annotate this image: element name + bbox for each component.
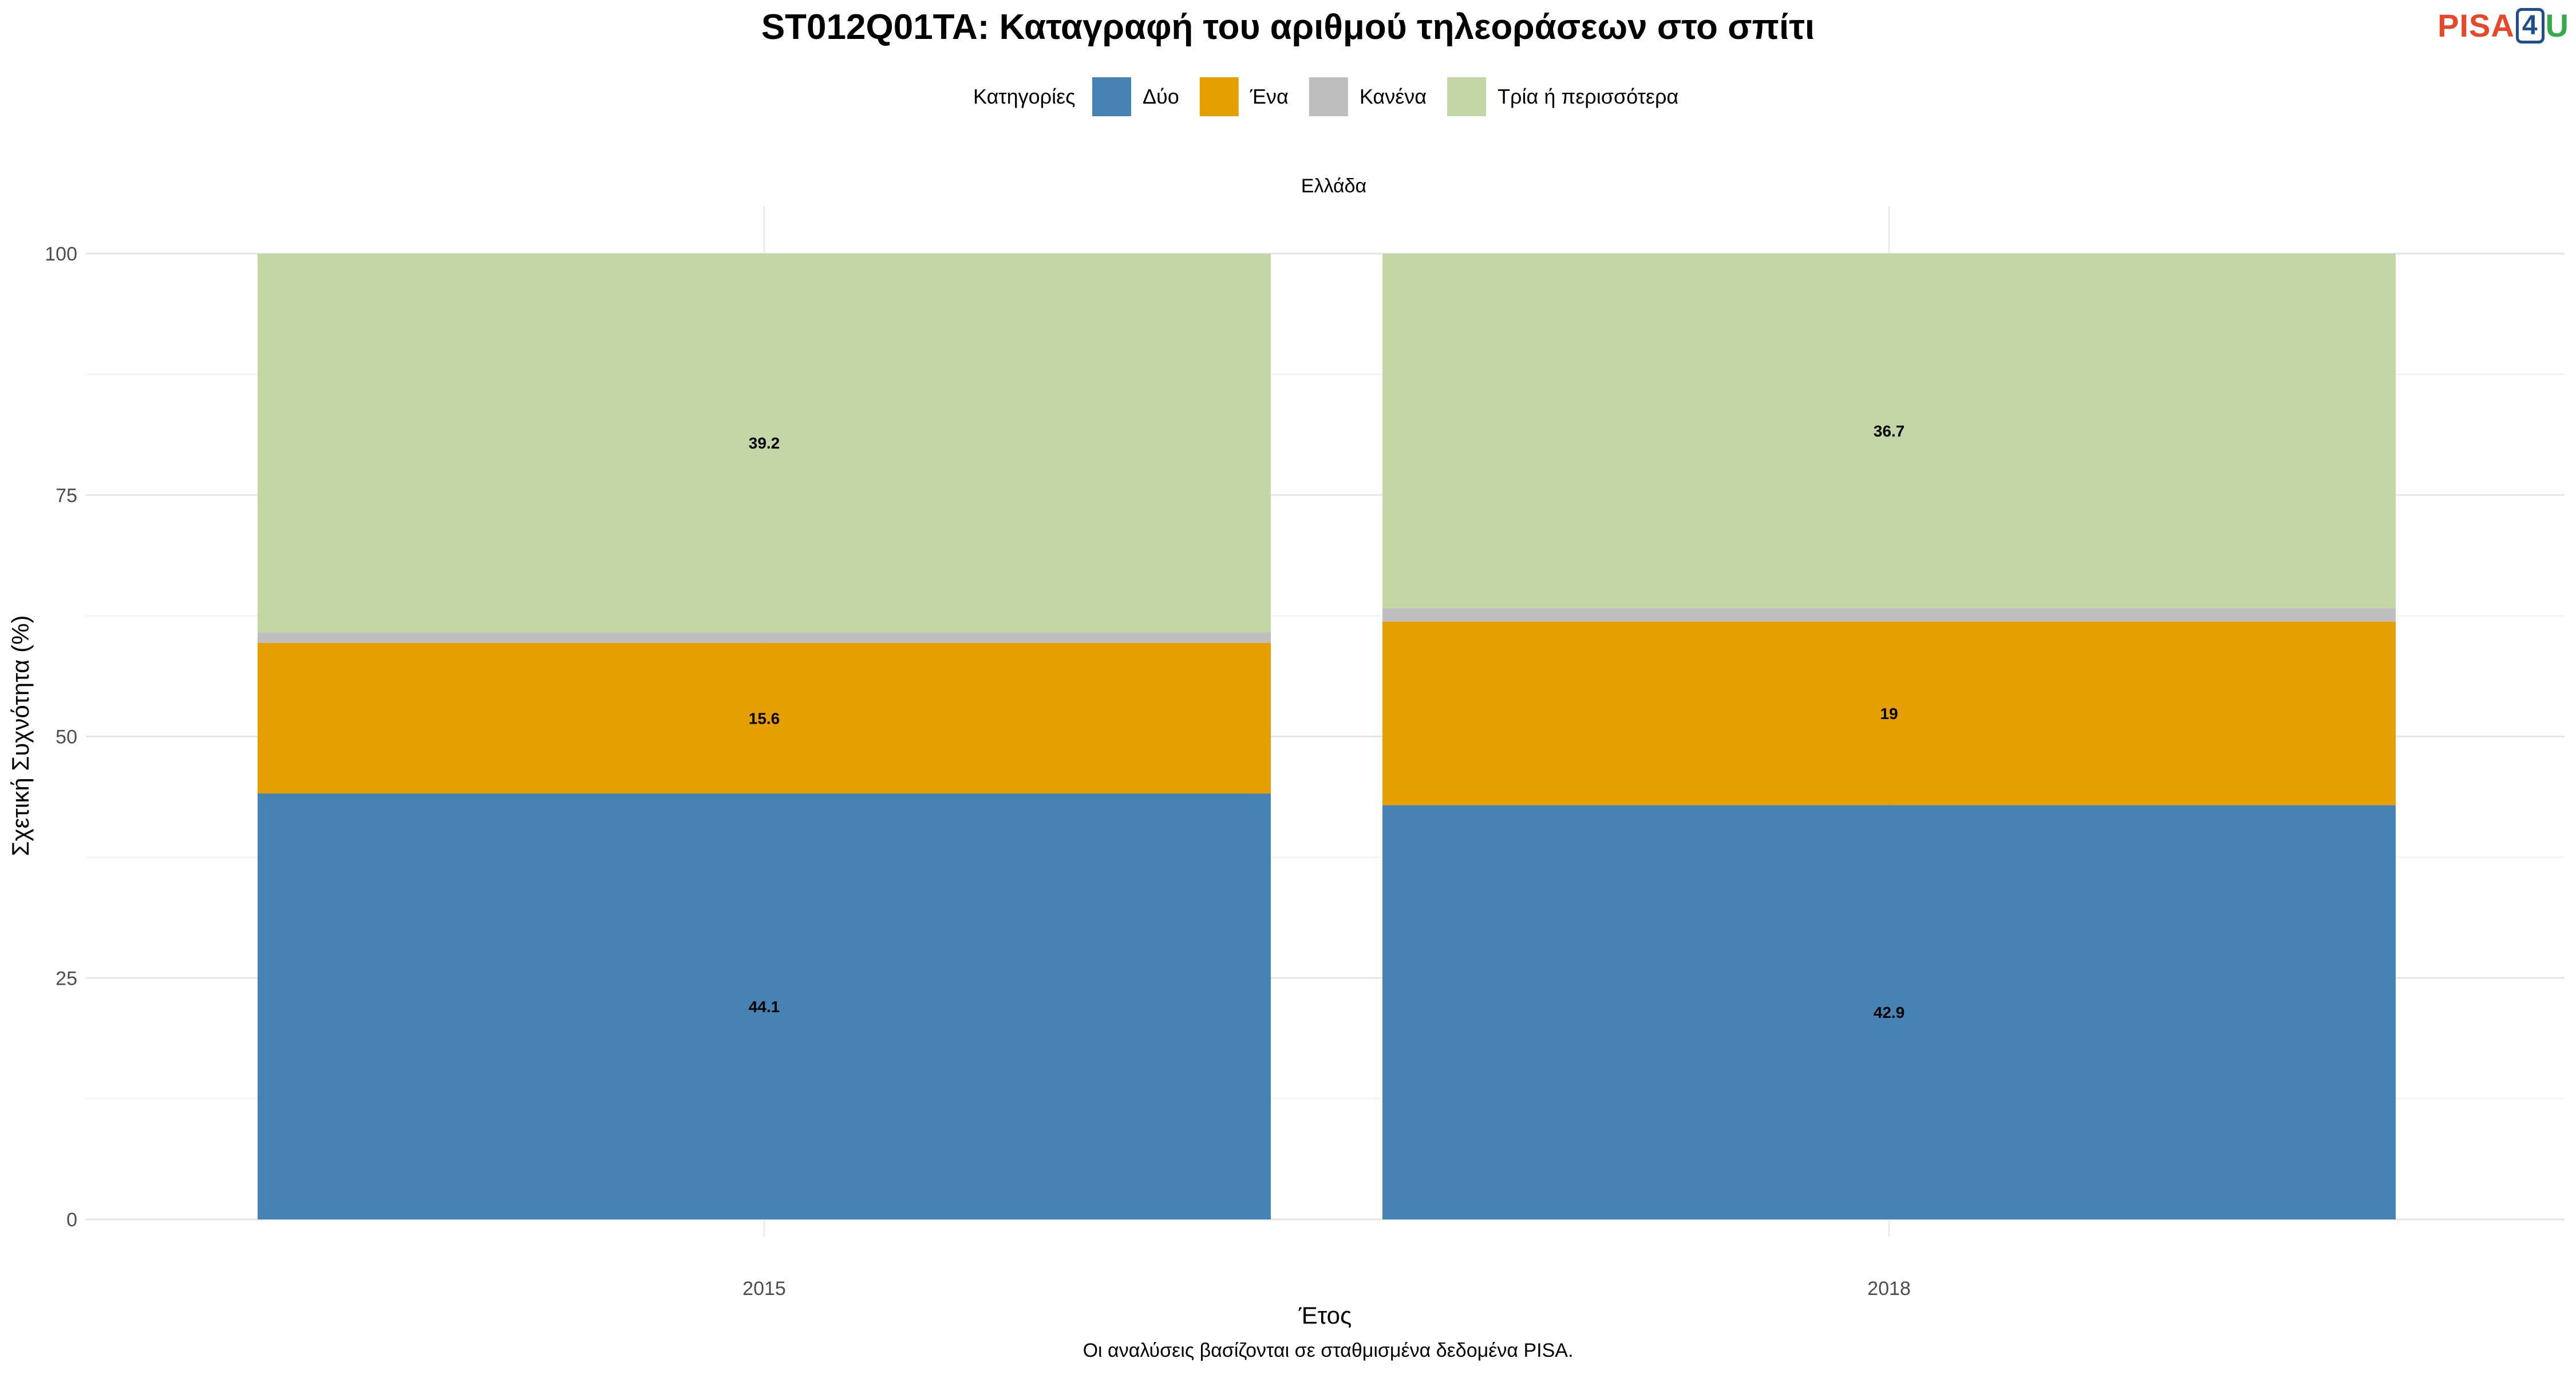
pisa4u-logo: PISA 4 U xyxy=(2437,7,2569,44)
x-tick-label-1: 2018 xyxy=(1867,1278,1911,1300)
legend-label-3: Τρία ή περισσότερα xyxy=(1498,85,1678,108)
data-label-2015-0: 44.1 xyxy=(749,998,780,1016)
logo-text-u: U xyxy=(2545,7,2569,44)
bar-2018-1 xyxy=(1382,621,2396,806)
bar-2018-3 xyxy=(1382,254,2396,609)
legend-label-2: Κανένα xyxy=(1360,85,1427,108)
facet-label: Ελλάδα xyxy=(1301,175,1366,197)
legend-swatch-3 xyxy=(1447,77,1487,116)
legend-swatch-1 xyxy=(1199,77,1239,116)
x-axis-title: Έτος xyxy=(1298,1302,1352,1329)
data-label-2018-3: 36.7 xyxy=(1874,423,1905,440)
y-tick-label-4: 100 xyxy=(45,243,77,265)
bar-2015-3 xyxy=(258,254,1271,633)
data-label-2018-1: 19 xyxy=(1880,705,1898,722)
data-label-2015-1: 15.6 xyxy=(749,709,780,727)
x-tick-label-0: 2015 xyxy=(742,1278,786,1300)
bar-2015-2 xyxy=(258,632,1271,643)
bar-2015-1 xyxy=(258,642,1271,794)
logo-text-4: 4 xyxy=(2515,7,2545,44)
y-axis-title: Σχετική Συχνότητα (%) xyxy=(7,615,34,856)
y-tick-label-0: 0 xyxy=(66,1209,77,1231)
bar-2015-0 xyxy=(258,793,1271,1219)
legend-swatch-0 xyxy=(1092,77,1131,116)
data-label-2018-0: 42.9 xyxy=(1874,1004,1905,1021)
legend-swatch-2 xyxy=(1309,77,1348,116)
y-tick-label-2: 50 xyxy=(56,727,77,748)
chart-title: ST012Q01TA: Καταγραφή του αριθμού τηλεορ… xyxy=(761,7,1815,47)
legend-label-1: Ένα xyxy=(1250,85,1289,108)
logo-text-pisa: PISA xyxy=(2437,7,2515,44)
chart-caption: Οι αναλύσεις βασίζονται σε σταθμισμένα δ… xyxy=(1083,1340,1574,1361)
legend-label-0: Δύο xyxy=(1143,85,1179,108)
y-tick-label-1: 25 xyxy=(56,968,77,989)
data-label-2015-3: 39.2 xyxy=(749,435,780,452)
y-tick-label-3: 75 xyxy=(56,485,77,507)
legend-title: Κατηγορίες xyxy=(973,85,1076,108)
bar-2018-0 xyxy=(1382,805,2396,1219)
bar-2018-2 xyxy=(1382,608,2396,622)
